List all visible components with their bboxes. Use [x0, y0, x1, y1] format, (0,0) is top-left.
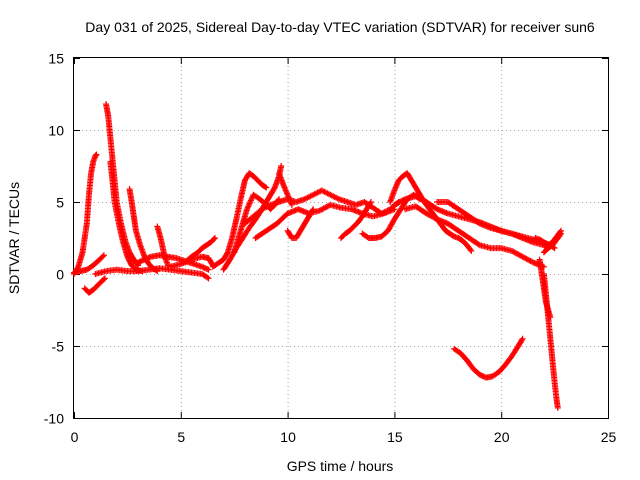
series-t30	[540, 230, 565, 256]
data-point	[262, 183, 269, 190]
data-point	[528, 258, 535, 265]
data-point	[205, 266, 212, 273]
data-point	[475, 241, 482, 248]
x-tick-label: 10	[280, 429, 296, 445]
data-point	[205, 275, 212, 282]
series-t19	[338, 199, 374, 241]
plot-frame	[73, 57, 609, 419]
data-point	[224, 250, 231, 257]
data-point	[309, 207, 316, 214]
data-point	[211, 235, 218, 241]
x-tick-label: 0	[71, 429, 79, 445]
data-point	[467, 246, 474, 253]
data-point	[210, 236, 217, 243]
data-point	[554, 404, 561, 411]
x-tick-label: 15	[387, 429, 403, 445]
series-t11	[182, 235, 218, 266]
data-point	[367, 200, 374, 207]
series-t18	[284, 206, 317, 241]
series-t1	[71, 151, 100, 277]
data-point	[278, 163, 285, 169]
series-t5	[107, 158, 146, 275]
data-point	[154, 268, 161, 275]
series-t14	[231, 191, 283, 256]
series-t3	[81, 275, 108, 296]
x-tick-label: 25	[601, 429, 617, 445]
series-t24	[425, 204, 475, 254]
series-t28	[536, 256, 554, 321]
data-point	[271, 185, 278, 192]
data-point	[93, 151, 100, 158]
series-t10	[167, 253, 216, 270]
data-point	[519, 335, 526, 342]
x-tick-label: 5	[177, 429, 185, 445]
data-point	[558, 230, 565, 237]
series-t26	[451, 335, 526, 381]
chart-title: Day 031 of 2025, Sidereal Day-to-day VTE…	[85, 19, 595, 35]
data-point	[101, 275, 108, 282]
x-axis-label: GPS time / hours	[287, 458, 394, 474]
data-point	[518, 337, 525, 343]
data-point	[204, 274, 211, 281]
series-t16	[252, 201, 398, 241]
series-t17	[276, 170, 295, 208]
data-point	[310, 206, 317, 213]
series-t2	[71, 252, 107, 276]
data-point	[153, 267, 160, 274]
series-t25	[434, 199, 558, 252]
data-point	[99, 253, 106, 260]
series-t7	[126, 186, 161, 275]
data-point	[100, 252, 107, 259]
data-point	[100, 276, 107, 283]
y-tick-label: -5	[52, 339, 65, 355]
y-axis-label: SDTVAR / TECUs	[6, 182, 22, 294]
y-tick-label: 0	[56, 267, 64, 283]
y-tick-label: 5	[56, 195, 64, 211]
data-point	[547, 314, 554, 321]
data-point	[367, 199, 374, 205]
y-tick-label: 15	[48, 51, 64, 67]
data-point	[288, 201, 295, 208]
axis-ticks: 0 5 10 15 20 25 -10 -5 0 5 10 15	[44, 51, 617, 446]
y-tick-label: 10	[48, 123, 64, 139]
data-point	[468, 247, 475, 254]
y-tick-label: -10	[44, 411, 64, 427]
data-point	[557, 231, 564, 238]
data-point	[400, 196, 407, 203]
x-tick-label: 20	[494, 429, 510, 445]
data-point	[263, 184, 270, 191]
series-t12	[209, 170, 270, 270]
data-points	[71, 101, 565, 411]
series-t9	[154, 223, 171, 269]
series-t6	[92, 265, 212, 282]
